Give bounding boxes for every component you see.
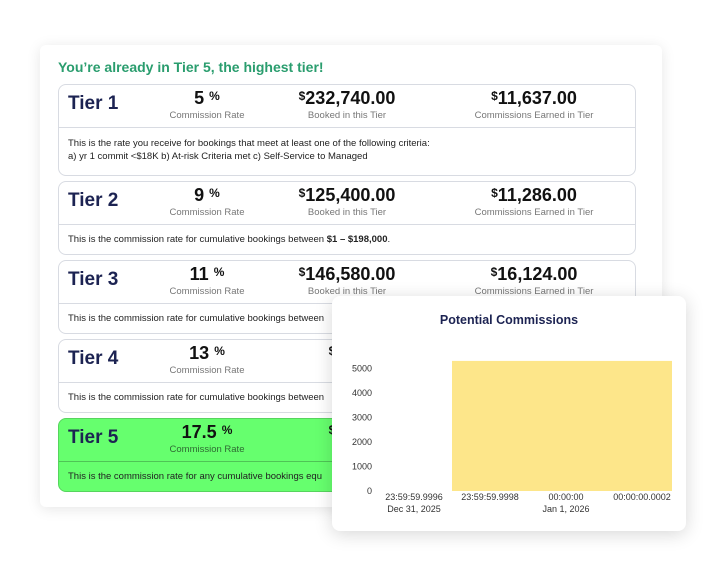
- tier-name: Tier 3: [68, 269, 119, 290]
- booked-label: Booked in this Tier: [307, 207, 387, 218]
- currency-sign: $: [329, 423, 336, 437]
- rate-label: Commission Rate: [169, 444, 245, 455]
- x-tick-date-label: Jan 1, 2026: [542, 504, 589, 514]
- earned-value: 11,637.00: [497, 88, 577, 108]
- earned-label: Commissions Earned in Tier: [474, 110, 594, 121]
- tier-description: This is the commission rate for cumulati…: [68, 313, 325, 324]
- commission-rate: 17.5 % Commission Rate: [159, 422, 255, 455]
- chart-canvas: 0 1000 2000 3000 4000 5000 23:59:59.9996 Dec 31…: [352, 360, 672, 514]
- tier-card-1: Tier 1 5 % Commission Rate $232,740.00 B…: [58, 84, 636, 176]
- earned-amount: $11,286.00 Commissions Earned in Tier: [464, 185, 604, 218]
- tier-description: This is the commission rate for cumulati…: [59, 225, 635, 254]
- currency-sign: $: [491, 89, 498, 103]
- y-tick-label: 2000: [352, 437, 372, 447]
- earned-amount: $11,637.00 Commissions Earned in Tier: [464, 88, 604, 121]
- percent-sign: %: [213, 265, 225, 279]
- rate-label: Commission Rate: [169, 365, 245, 376]
- booked-value: 146,580.00: [305, 264, 396, 284]
- booked-amount: $125,400.00 Booked in this Tier: [277, 185, 417, 218]
- rate-value: 17.5: [181, 422, 217, 442]
- potential-commissions-chart: Potential Commissions 0 1000 2000 3000 4000 5…: [332, 296, 686, 531]
- description-suffix: .: [387, 234, 391, 245]
- earned-label: Commissions Earned in Tier: [474, 286, 594, 297]
- tier-card-header: Tier 1 5 % Commission Rate $232,740.00 B…: [59, 85, 635, 128]
- earned-value: 16,124.00: [497, 264, 578, 284]
- tier-card-2: Tier 2 9 % Commission Rate $125,400.00 B…: [58, 181, 636, 255]
- description-line-2: a) yr 1 commit <$18K b) At-risk Criteria…: [68, 151, 368, 162]
- tier-card-header: Tier 2 9 % Commission Rate $125,400.00 B…: [59, 182, 635, 225]
- y-tick-label: 5000: [352, 363, 372, 373]
- booked-label: Booked in this Tier: [307, 110, 387, 121]
- currency-sign: $: [491, 186, 498, 200]
- tier-description: This is the commission rate for cumulati…: [68, 392, 325, 403]
- tier-description: This is the commission rate for any cumu…: [68, 471, 322, 482]
- rate-label: Commission Rate: [169, 286, 245, 297]
- description-range: $1 – $198,000: [326, 234, 388, 245]
- percent-sign: %: [209, 186, 220, 200]
- rate-label: Commission Rate: [169, 207, 245, 218]
- y-tick-label: 4000: [352, 388, 372, 398]
- percent-sign: %: [214, 344, 225, 358]
- tier-name: Tier 4: [68, 348, 119, 369]
- rate-label: Commission Rate: [169, 110, 245, 121]
- commission-rate: 9 % Commission Rate: [159, 185, 255, 218]
- tier-status-headline: You’re already in Tier 5, the highest ti…: [58, 59, 324, 75]
- booked-label: Booked in this Tier: [307, 286, 387, 297]
- y-tick-label: 3000: [352, 412, 372, 422]
- commission-bar: [452, 360, 672, 491]
- booked-value: 232,740.00: [305, 88, 396, 108]
- currency-sign: $: [490, 265, 498, 279]
- currency-sign: $: [329, 344, 336, 358]
- currency-sign: $: [298, 89, 306, 103]
- booked-amount: $146,580.00 Booked in this Tier: [277, 264, 417, 297]
- booked-value: 125,400.00: [305, 185, 396, 205]
- tier-name: Tier 5: [68, 427, 119, 448]
- tier-name: Tier 1: [68, 93, 119, 114]
- y-tick-label: 0: [367, 486, 372, 496]
- x-tick-label: 00:00:00: [548, 492, 583, 502]
- x-tick-date-label: Dec 31, 2025: [387, 504, 441, 514]
- earned-amount: $16,124.00 Commissions Earned in Tier: [464, 264, 604, 297]
- percent-sign: %: [221, 423, 233, 437]
- x-tick-label: 23:59:59.9998: [461, 492, 519, 502]
- rate-value: 13: [189, 343, 210, 363]
- commission-rate: 11 % Commission Rate: [159, 264, 255, 297]
- y-tick-label: 1000: [352, 461, 372, 471]
- currency-sign: $: [298, 265, 306, 279]
- earned-label: Commissions Earned in Tier: [474, 207, 594, 218]
- chart-title: Potential Commissions: [439, 313, 579, 327]
- percent-sign: %: [209, 89, 220, 103]
- commission-rate: 5 % Commission Rate: [159, 88, 255, 121]
- earned-value: 11,286.00: [497, 185, 577, 205]
- description-text: This is the commission rate for cumulati…: [68, 234, 327, 245]
- tier-description: This is the rate you receive for booking…: [59, 128, 635, 172]
- tier-name: Tier 2: [68, 190, 119, 211]
- x-tick-label: 00:00:00.0002: [613, 492, 671, 502]
- description-line-1: This is the rate you receive for booking…: [68, 138, 430, 149]
- commission-rate: 13 % Commission Rate: [159, 343, 255, 376]
- rate-value: 9: [194, 185, 205, 205]
- rate-value: 11: [189, 264, 209, 284]
- rate-value: 5: [194, 88, 205, 108]
- currency-sign: $: [298, 186, 306, 200]
- booked-amount: $232,740.00 Booked in this Tier: [277, 88, 417, 121]
- x-tick-label: 23:59:59.9996: [385, 492, 443, 502]
